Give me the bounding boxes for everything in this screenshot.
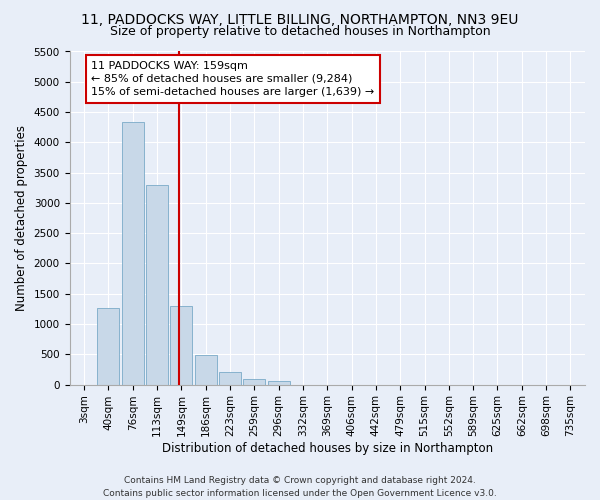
Bar [97,308,119,384]
Bar [146,184,168,384]
Y-axis label: Number of detached properties: Number of detached properties [15,125,28,311]
X-axis label: Distribution of detached houses by size in Northampton: Distribution of detached houses by size … [162,442,493,455]
Bar [170,306,193,384]
Text: 11 PADDOCKS WAY: 159sqm
← 85% of detached houses are smaller (9,284)
15% of semi: 11 PADDOCKS WAY: 159sqm ← 85% of detache… [91,60,374,97]
Bar [268,381,290,384]
Text: Size of property relative to detached houses in Northampton: Size of property relative to detached ho… [110,25,490,38]
Text: 11, PADDOCKS WAY, LITTLE BILLING, NORTHAMPTON, NN3 9EU: 11, PADDOCKS WAY, LITTLE BILLING, NORTHA… [82,12,518,26]
Text: Contains HM Land Registry data © Crown copyright and database right 2024.
Contai: Contains HM Land Registry data © Crown c… [103,476,497,498]
Bar [122,122,143,384]
Bar [244,379,265,384]
Bar [195,355,217,384]
Bar [219,372,241,384]
